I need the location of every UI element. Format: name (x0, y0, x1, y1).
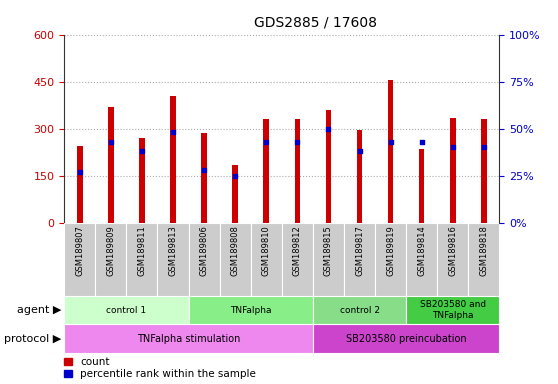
Text: GDS2885 / 17608: GDS2885 / 17608 (254, 15, 377, 29)
Bar (95, 223, 126, 296)
Bar (232, 165, 238, 223)
Text: GSM189815: GSM189815 (324, 225, 333, 276)
Bar (313, 296, 406, 324)
Text: TNFalpha: TNFalpha (230, 306, 271, 314)
Bar (481, 119, 487, 223)
Point (262, 139, 271, 145)
Bar (201, 133, 207, 223)
Text: GSM189813: GSM189813 (169, 225, 177, 276)
Text: SB203580 preincubation: SB203580 preincubation (346, 334, 466, 344)
Text: GSM189817: GSM189817 (355, 225, 364, 276)
Bar (344, 223, 375, 296)
Bar (64, 296, 189, 324)
Bar (313, 223, 344, 296)
Text: GSM189811: GSM189811 (137, 225, 146, 276)
Text: protocol ▶: protocol ▶ (4, 334, 61, 344)
Point (200, 167, 209, 173)
Text: control 2: control 2 (339, 306, 379, 314)
Bar (295, 119, 300, 223)
Point (137, 148, 146, 154)
Bar (157, 223, 189, 296)
Text: GSM189814: GSM189814 (417, 225, 426, 276)
Text: agent ▶: agent ▶ (17, 305, 61, 315)
Text: SB203580 and
TNFalpha: SB203580 and TNFalpha (420, 300, 486, 320)
Point (355, 148, 364, 154)
Bar (189, 223, 220, 296)
Bar (388, 80, 393, 223)
Bar (64, 324, 313, 353)
Point (324, 126, 333, 132)
Bar (282, 223, 313, 296)
Bar (220, 223, 251, 296)
Point (75, 169, 84, 175)
Bar (139, 138, 145, 223)
Bar (357, 130, 362, 223)
Point (479, 144, 488, 151)
Text: GSM189810: GSM189810 (262, 225, 271, 276)
Bar (170, 96, 176, 223)
Text: TNFalpha stimulation: TNFalpha stimulation (137, 334, 240, 344)
Point (107, 139, 116, 145)
Bar (77, 146, 83, 223)
Bar (263, 119, 269, 223)
Bar (468, 223, 499, 296)
Text: control 1: control 1 (106, 306, 146, 314)
Text: GSM189807: GSM189807 (75, 225, 84, 276)
Text: GSM189816: GSM189816 (448, 225, 457, 276)
Text: GSM189808: GSM189808 (230, 225, 239, 276)
Point (230, 173, 239, 179)
Bar (189, 296, 313, 324)
Bar (126, 223, 157, 296)
Legend: count, percentile rank within the sample: count, percentile rank within the sample (64, 357, 256, 379)
Bar (437, 223, 468, 296)
Bar (406, 296, 499, 324)
Point (386, 139, 395, 145)
Bar (406, 223, 437, 296)
Point (448, 144, 457, 151)
Point (417, 139, 426, 145)
Bar (108, 107, 114, 223)
Bar (313, 324, 499, 353)
Bar (251, 223, 282, 296)
Bar (64, 223, 95, 296)
Bar (450, 118, 455, 223)
Text: GSM189812: GSM189812 (293, 225, 302, 276)
Bar (419, 149, 425, 223)
Text: GSM189819: GSM189819 (386, 225, 395, 276)
Text: GSM189818: GSM189818 (479, 225, 488, 276)
Text: GSM189806: GSM189806 (200, 225, 209, 276)
Bar (326, 110, 331, 223)
Bar (375, 223, 406, 296)
Text: GSM189809: GSM189809 (107, 225, 116, 276)
Point (293, 139, 302, 145)
Point (169, 129, 177, 136)
